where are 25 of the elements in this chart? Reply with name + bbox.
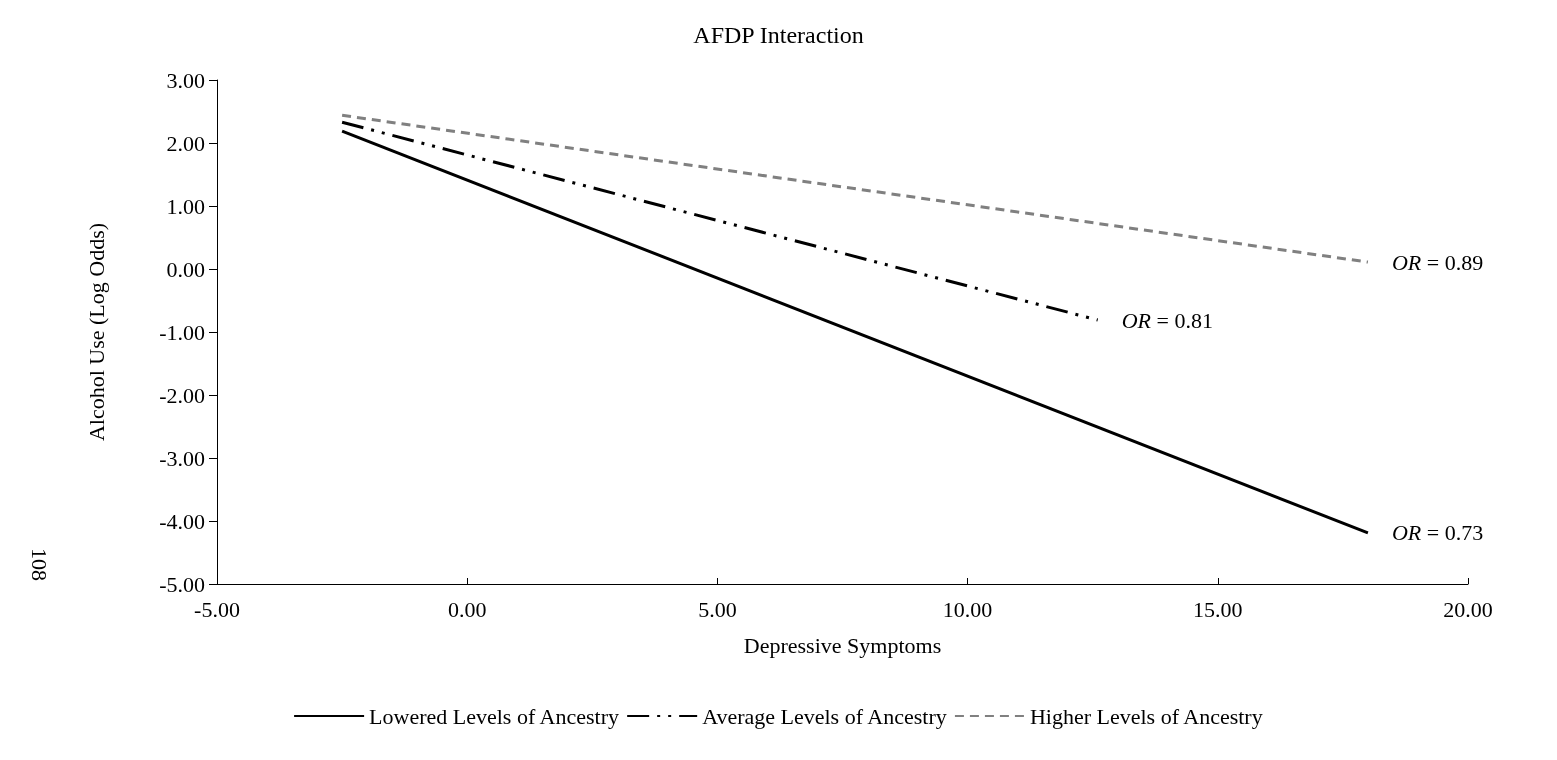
x-axis-title: Depressive Symptoms — [743, 632, 942, 658]
x-tick-label: 5.00 — [698, 596, 737, 622]
chart-title: AFDP Interaction — [693, 22, 864, 48]
annotation: OR = 0.89 — [1391, 249, 1484, 275]
y-tick-label: 0.00 — [166, 256, 205, 282]
y-tick-label: 2.00 — [166, 130, 205, 156]
legend-label: Lowered Levels of Ancestry — [369, 703, 619, 729]
x-tick-label: 20.00 — [1443, 596, 1493, 622]
x-tick-label: -5.00 — [194, 596, 240, 622]
x-tick-label: 10.00 — [942, 596, 993, 622]
y-tick-label: -5.00 — [159, 571, 205, 597]
x-tick-label: 15.00 — [1193, 596, 1243, 622]
text: 108 — [26, 548, 52, 581]
y-tick-label: -3.00 — [159, 445, 205, 471]
y-axis-title: Alcohol Use (Log Odds) — [83, 222, 109, 442]
x-tick-label: 0.00 — [447, 596, 487, 622]
y-tick-label: 1.00 — [166, 193, 205, 219]
y-tick-label: 3.00 — [166, 67, 205, 93]
annotation: OR = 0.73 — [1391, 520, 1484, 546]
y-tick-label: -2.00 — [159, 382, 205, 408]
legend-label: Average Levels of Ancestry — [702, 703, 947, 729]
y-tick-label: -1.00 — [159, 319, 205, 345]
annotation: OR = 0.81 — [1121, 307, 1213, 333]
y-tick-label: -4.00 — [159, 508, 205, 534]
legend-label: Higher Levels of Ancestry — [1029, 703, 1263, 729]
